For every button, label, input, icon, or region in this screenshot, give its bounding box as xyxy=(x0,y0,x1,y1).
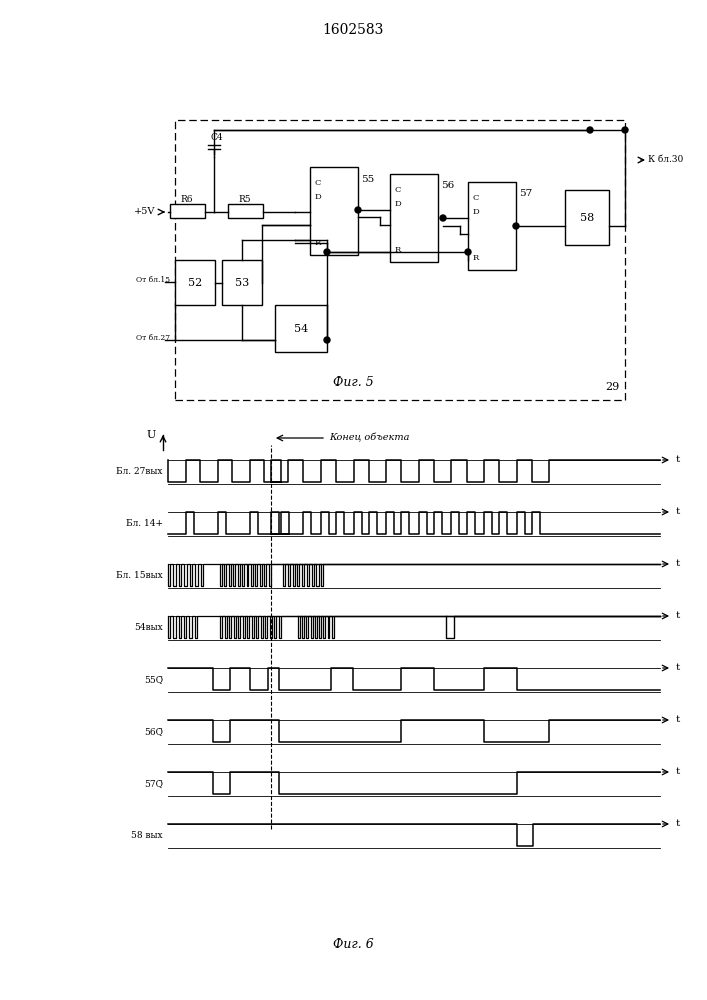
Text: От бл.27: От бл.27 xyxy=(136,334,170,342)
Text: R6: R6 xyxy=(181,196,193,205)
Text: t: t xyxy=(676,560,680,568)
Bar xyxy=(390,174,438,262)
Text: U: U xyxy=(147,430,156,440)
Text: R: R xyxy=(473,254,479,262)
Text: C4: C4 xyxy=(211,133,223,142)
Bar xyxy=(222,260,262,305)
Text: 55Q̄: 55Q̄ xyxy=(144,676,163,684)
Text: D: D xyxy=(395,200,402,208)
Bar xyxy=(275,305,327,352)
Text: t: t xyxy=(676,664,680,672)
Circle shape xyxy=(324,337,330,343)
Text: Бл. 15вых: Бл. 15вых xyxy=(116,572,163,580)
Circle shape xyxy=(622,127,628,133)
Text: t: t xyxy=(676,456,680,464)
Text: Бл. 14+: Бл. 14+ xyxy=(126,520,163,528)
Bar xyxy=(170,204,205,218)
Text: t: t xyxy=(676,611,680,620)
Bar xyxy=(468,182,516,270)
Text: Конец объекта: Конец объекта xyxy=(329,433,409,443)
Circle shape xyxy=(465,249,471,255)
Text: Бл. 27вых: Бл. 27вых xyxy=(117,468,163,477)
Text: От бл.15: От бл.15 xyxy=(136,276,170,284)
Text: D: D xyxy=(315,193,322,201)
Bar xyxy=(175,260,215,305)
Bar xyxy=(310,167,358,255)
Text: 56Q̄: 56Q̄ xyxy=(144,728,163,736)
Text: +5V: +5V xyxy=(134,208,155,217)
Text: C: C xyxy=(395,186,401,194)
Circle shape xyxy=(440,215,446,221)
Bar xyxy=(565,190,609,245)
Text: R: R xyxy=(395,246,401,254)
Text: Фиг. 5: Фиг. 5 xyxy=(332,375,373,388)
Text: 57: 57 xyxy=(519,190,532,198)
Bar xyxy=(228,204,263,218)
Text: t: t xyxy=(676,508,680,516)
Text: 55: 55 xyxy=(361,174,374,184)
Circle shape xyxy=(324,249,330,255)
Text: 1602583: 1602583 xyxy=(322,23,384,37)
Text: 57Q̄: 57Q̄ xyxy=(144,780,163,788)
Text: C: C xyxy=(315,179,321,187)
Text: C: C xyxy=(473,194,479,202)
Text: R: R xyxy=(315,239,321,247)
Text: 56: 56 xyxy=(441,182,455,190)
Circle shape xyxy=(513,223,519,229)
Text: R5: R5 xyxy=(239,196,251,205)
Text: 53: 53 xyxy=(235,278,249,288)
Text: 54вых: 54вых xyxy=(134,624,163,633)
Circle shape xyxy=(587,127,593,133)
Text: t: t xyxy=(676,820,680,828)
Text: Фиг. 6: Фиг. 6 xyxy=(332,938,373,952)
Text: 29: 29 xyxy=(606,382,620,392)
Text: 58 вых: 58 вых xyxy=(132,832,163,840)
Text: 58: 58 xyxy=(580,213,594,223)
Text: К бл.30: К бл.30 xyxy=(648,155,683,164)
Circle shape xyxy=(355,207,361,213)
Text: 52: 52 xyxy=(188,278,202,288)
Text: D: D xyxy=(472,208,479,216)
Text: t: t xyxy=(676,768,680,776)
Text: t: t xyxy=(676,716,680,724)
Text: 54: 54 xyxy=(294,324,308,334)
